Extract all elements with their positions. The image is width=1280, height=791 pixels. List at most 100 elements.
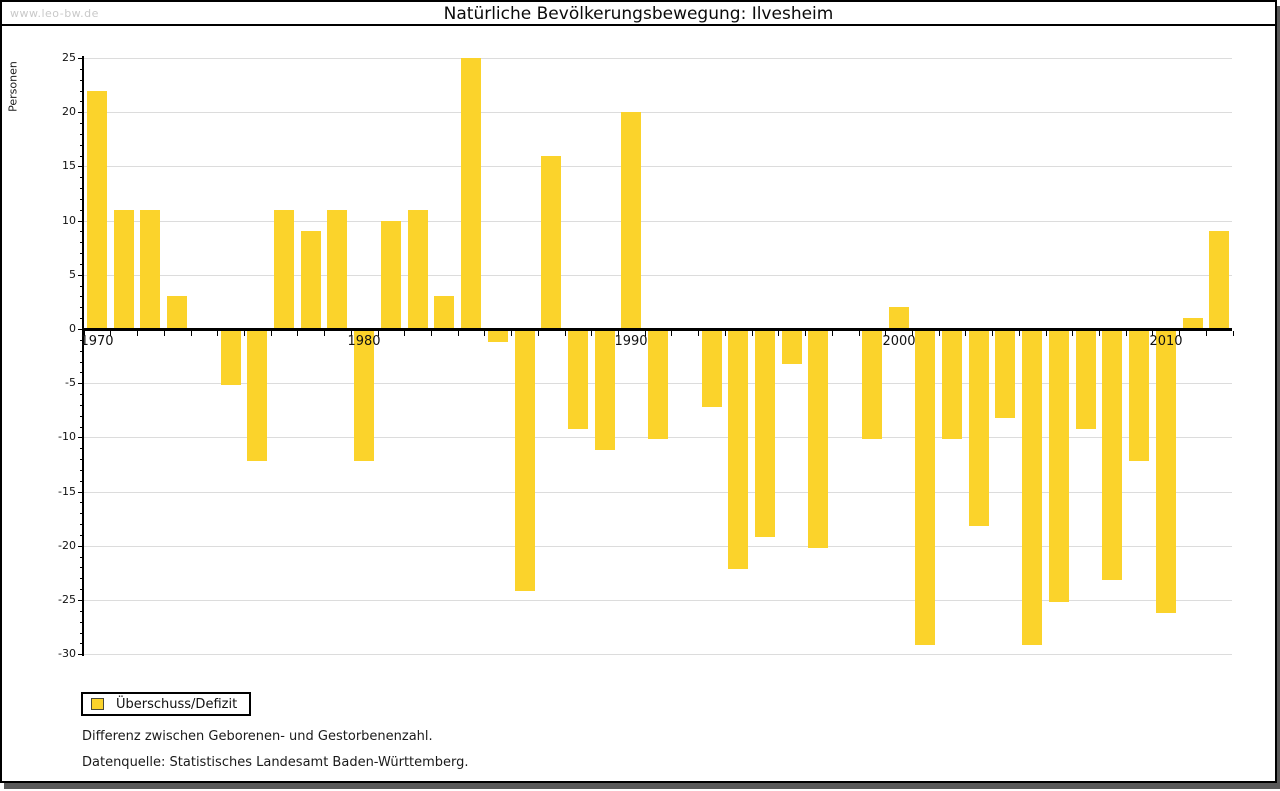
- bar-1988: [568, 331, 588, 429]
- x-tick: [217, 331, 218, 336]
- x-tick: [1126, 331, 1127, 336]
- bar-1999: [862, 331, 882, 439]
- y-minor-tick: [80, 502, 83, 503]
- x-axis-label-1990: 1990: [614, 334, 648, 349]
- bar-1991: [648, 331, 668, 439]
- bar-1980: [354, 331, 374, 461]
- x-tick: [110, 331, 111, 336]
- bar-1990: [621, 112, 641, 329]
- y-minor-tick: [80, 231, 83, 232]
- y-axis-line: [82, 56, 84, 656]
- chart-plot-area: 25 20 15 10 5 0 -5 -10 -15 -20 -25 -30 1970 1980 1990 2…: [2, 2, 1277, 702]
- bar-1972: [140, 210, 160, 329]
- bar-1983: [434, 296, 454, 329]
- bar-1975: [221, 331, 241, 385]
- y-minor-tick: [80, 578, 83, 579]
- y-tick-label--30: -30: [58, 647, 76, 660]
- x-tick: [1152, 331, 1153, 336]
- bar-1976: [247, 331, 267, 461]
- y-major-tick: [78, 600, 83, 601]
- legend: Überschuss/Defizit: [81, 692, 251, 716]
- x-tick: [378, 331, 379, 336]
- x-tick: [859, 331, 860, 336]
- y-major-tick: [78, 329, 83, 330]
- y-major-tick: [78, 221, 83, 222]
- y-gridline--20: [84, 546, 1232, 547]
- y-minor-tick: [80, 459, 83, 460]
- y-minor-tick: [80, 210, 83, 211]
- y-tick-label--10: -10: [58, 430, 76, 443]
- y-major-tick: [78, 654, 83, 655]
- y-minor-tick: [80, 69, 83, 70]
- x-tick: [1072, 331, 1073, 336]
- y-tick-label-15: 15: [62, 159, 76, 172]
- y-minor-tick: [80, 372, 83, 373]
- x-tick: [164, 331, 165, 336]
- bar-1993: [702, 331, 722, 407]
- y-minor-tick: [80, 91, 83, 92]
- y-minor-tick: [80, 513, 83, 514]
- y-minor-tick: [80, 405, 83, 406]
- bar-1995: [755, 331, 775, 537]
- y-minor-tick: [80, 177, 83, 178]
- bar-2003: [969, 331, 989, 526]
- bar-1996: [782, 331, 802, 364]
- y-gridline--30: [84, 654, 1232, 655]
- x-tick: [484, 331, 485, 336]
- y-gridline-20: [84, 112, 1232, 113]
- bar-1982: [408, 210, 428, 329]
- y-minor-tick: [80, 611, 83, 612]
- x-tick: [805, 331, 806, 336]
- y-minor-tick: [80, 253, 83, 254]
- y-minor-tick: [80, 557, 83, 558]
- bar-2011: [1183, 318, 1203, 329]
- y-minor-tick: [80, 80, 83, 81]
- y-major-tick: [78, 546, 83, 547]
- bar-1987: [541, 156, 561, 329]
- x-tick: [404, 331, 405, 336]
- y-minor-tick: [80, 145, 83, 146]
- y-tick-label--5: -5: [65, 376, 76, 389]
- bar-1986: [515, 331, 535, 591]
- y-minor-tick: [80, 643, 83, 644]
- x-tick: [965, 331, 966, 336]
- y-minor-tick: [80, 524, 83, 525]
- bar-1971: [114, 210, 134, 329]
- y-major-tick: [78, 383, 83, 384]
- y-gridline-5: [84, 275, 1232, 276]
- y-minor-tick: [80, 123, 83, 124]
- y-major-tick: [78, 166, 83, 167]
- x-tick: [645, 331, 646, 336]
- y-major-tick: [78, 437, 83, 438]
- y-tick-label-25: 25: [62, 51, 76, 64]
- y-gridline-10: [84, 221, 1232, 222]
- y-minor-tick: [80, 351, 83, 352]
- x-tick: [538, 331, 539, 336]
- x-tick: [832, 331, 833, 336]
- x-tick: [84, 331, 85, 336]
- x-tick: [725, 331, 726, 336]
- y-major-tick: [78, 492, 83, 493]
- y-minor-tick: [80, 286, 83, 287]
- y-minor-tick: [80, 448, 83, 449]
- bar-1978: [301, 231, 321, 329]
- y-minor-tick: [80, 362, 83, 363]
- x-tick: [1046, 331, 1047, 336]
- y-minor-tick: [80, 318, 83, 319]
- bar-2001: [915, 331, 935, 645]
- y-minor-tick: [80, 567, 83, 568]
- y-major-tick: [78, 112, 83, 113]
- y-minor-tick: [80, 416, 83, 417]
- y-tick-label-0: 0: [69, 322, 76, 335]
- bar-2000: [889, 307, 909, 329]
- x-tick: [351, 331, 352, 336]
- x-tick: [778, 331, 779, 336]
- bar-1981: [381, 221, 401, 329]
- x-tick: [1179, 331, 1180, 336]
- legend-label: Überschuss/Defizit: [116, 697, 238, 712]
- bar-1985: [488, 331, 508, 342]
- bar-2002: [942, 331, 962, 439]
- x-axis-label-2000: 2000: [882, 334, 916, 349]
- y-tick-label-10: 10: [62, 214, 76, 227]
